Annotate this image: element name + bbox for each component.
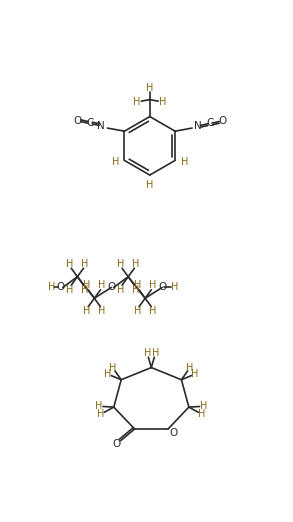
Text: H: H (112, 157, 119, 167)
Text: O: O (112, 438, 120, 449)
Text: H: H (152, 349, 159, 359)
Text: H: H (146, 180, 154, 190)
Text: H: H (133, 97, 140, 107)
Text: O: O (73, 116, 81, 126)
Text: H: H (96, 401, 103, 411)
Text: H: H (83, 306, 90, 316)
Text: H: H (132, 285, 139, 295)
Text: O: O (158, 282, 166, 292)
Text: H: H (149, 306, 156, 316)
Text: H: H (109, 363, 116, 373)
Text: H: H (200, 401, 207, 411)
Text: H: H (186, 363, 194, 373)
Text: H: H (149, 280, 156, 290)
Text: O: O (107, 282, 115, 292)
Text: H: H (191, 369, 199, 379)
Text: H: H (66, 285, 73, 295)
Text: H: H (134, 280, 141, 290)
Text: H: H (104, 369, 111, 379)
Text: O: O (169, 428, 178, 438)
Text: H: H (146, 83, 154, 93)
Text: C: C (206, 118, 214, 128)
Text: H: H (98, 280, 106, 290)
Text: N: N (98, 121, 105, 131)
Text: O: O (218, 116, 226, 126)
Text: N: N (194, 121, 202, 131)
Text: H: H (117, 258, 124, 269)
Text: H: H (66, 258, 73, 269)
Text: H: H (81, 258, 89, 269)
Text: H: H (159, 97, 166, 107)
Text: H: H (132, 258, 139, 269)
Text: O: O (56, 282, 64, 292)
Text: H: H (181, 157, 188, 167)
Text: H: H (144, 349, 151, 359)
Text: H: H (97, 409, 105, 419)
Text: H: H (171, 282, 178, 292)
Text: H: H (117, 285, 124, 295)
Text: H: H (83, 280, 90, 290)
Text: H: H (47, 282, 55, 292)
Text: H: H (98, 306, 106, 316)
Text: H: H (134, 306, 141, 316)
Text: H: H (81, 285, 89, 295)
Text: H: H (198, 409, 205, 419)
Text: C: C (86, 118, 93, 128)
